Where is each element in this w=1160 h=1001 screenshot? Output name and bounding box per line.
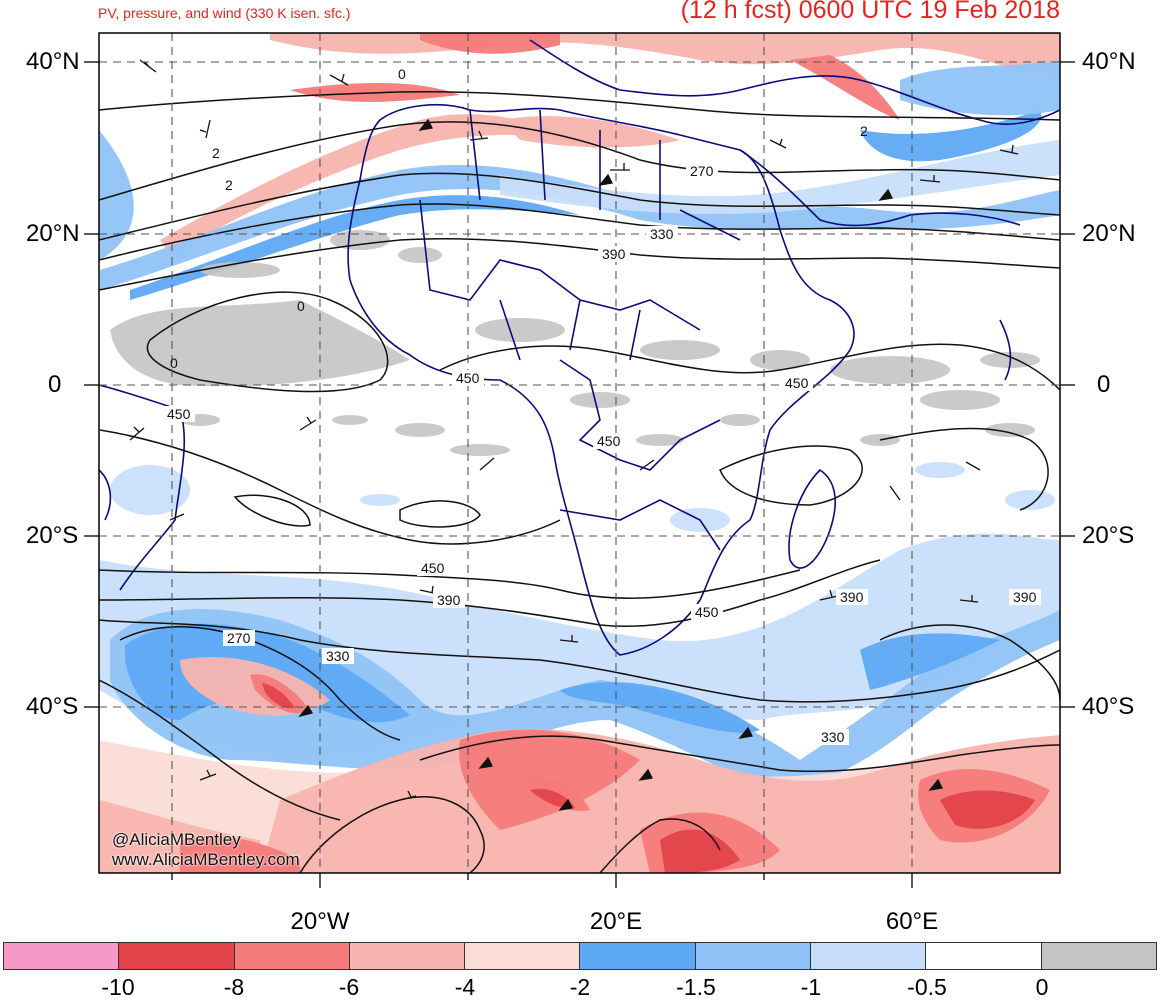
graticule	[99, 33, 1060, 873]
colorbar-label: 0	[1035, 974, 1049, 1000]
contour-label-2-c: 2	[860, 123, 868, 139]
map-plot: 270 330 390 450 450 450 450 450 390 450 …	[84, 32, 1075, 888]
contour-label-450-east: 450	[785, 375, 809, 391]
colorbar-label: -1	[800, 974, 822, 1000]
colorbar-label: -10	[101, 974, 135, 1000]
contour-label-390-indian: 390	[840, 589, 864, 605]
contour-label-330-indian: 330	[821, 729, 845, 745]
colorbar-box	[234, 943, 350, 969]
lat-label-40s-right: 40°S	[1082, 693, 1135, 720]
map-title: (12 h fcst) 0600 UTC 19 Feb 2018	[680, 0, 1060, 24]
colorbar-box	[465, 943, 581, 969]
colorbar-box	[811, 943, 927, 969]
contour-labels: 270 330 390 450 450 450 450 450 390 450 …	[163, 66, 1041, 745]
contour-label-330-north: 330	[650, 226, 674, 242]
colorbar-box	[4, 943, 120, 969]
contour-label-2-b: 2	[225, 177, 233, 193]
lon-label-20e: 20°E	[589, 908, 643, 935]
map-subtitle: PV, pressure, and wind (330 K isen. sfc.…	[98, 5, 351, 21]
contour-label-450-west: 450	[456, 370, 480, 386]
contour-label-0-a: 0	[297, 298, 305, 314]
lat-label-eq-right: 0	[1097, 371, 1111, 398]
credit-twitter: @AliciaMBentley	[112, 830, 241, 849]
contour-label-0-c: 0	[398, 66, 406, 82]
colorbar-label: -4	[454, 974, 476, 1000]
contour-label-450-congo: 450	[597, 433, 621, 449]
credit-website: www.AliciaMBentley.com	[112, 850, 300, 869]
contour-label-390-south: 390	[437, 592, 461, 608]
contour-label-270-north: 270	[690, 163, 714, 179]
lon-label-60e: 60°E	[885, 908, 939, 935]
lat-label-20s-left: 20°S	[26, 522, 79, 549]
lat-label-40n-left: 40°N	[26, 48, 80, 75]
lat-label-eq-left: 0	[48, 371, 62, 398]
lat-label-20n-left: 20°N	[26, 220, 80, 247]
colorbar-box	[119, 943, 235, 969]
axis-ticks	[84, 61, 1075, 888]
lat-label-40s-left: 40°S	[26, 693, 79, 720]
pv-field-south	[99, 533, 1060, 873]
colorbar-box	[1041, 943, 1156, 969]
colorbar	[3, 942, 1157, 970]
contour-label-450-south: 450	[421, 560, 445, 576]
lat-label-40n-right: 40°N	[1082, 48, 1136, 75]
colorbar-box	[695, 943, 812, 969]
contour-label-450-atlantic: 450	[167, 406, 191, 422]
contour-label-390-east: 390	[1013, 589, 1037, 605]
contour-label-0-b: 0	[170, 355, 178, 371]
contour-label-390-north: 390	[602, 246, 626, 262]
coastlines	[99, 39, 1060, 656]
contour-label-330-south: 330	[326, 648, 350, 664]
colorbar-label: -2	[569, 974, 591, 1000]
colorbar-box	[580, 943, 696, 969]
colorbar-label: -1.5	[676, 974, 716, 1000]
lat-label-20n-right: 20°N	[1082, 220, 1136, 247]
colorbar-box	[926, 943, 1042, 969]
lat-label-20s-right: 20°S	[1082, 522, 1135, 549]
contour-label-270-south: 270	[227, 630, 251, 646]
contour-label-2-a: 2	[212, 145, 220, 161]
map-frame	[98, 32, 1061, 874]
colorbar-box	[349, 943, 466, 969]
colorbar-label: -0.5	[907, 974, 947, 1000]
lon-label-20w: 20°W	[290, 908, 350, 935]
contour-label-450-cape: 450	[695, 604, 719, 620]
pv-field-tropics	[110, 230, 1040, 456]
colorbar-label: -6	[338, 974, 360, 1000]
wind-barbs	[129, 59, 1019, 811]
colorbar-label: -8	[223, 974, 245, 1000]
